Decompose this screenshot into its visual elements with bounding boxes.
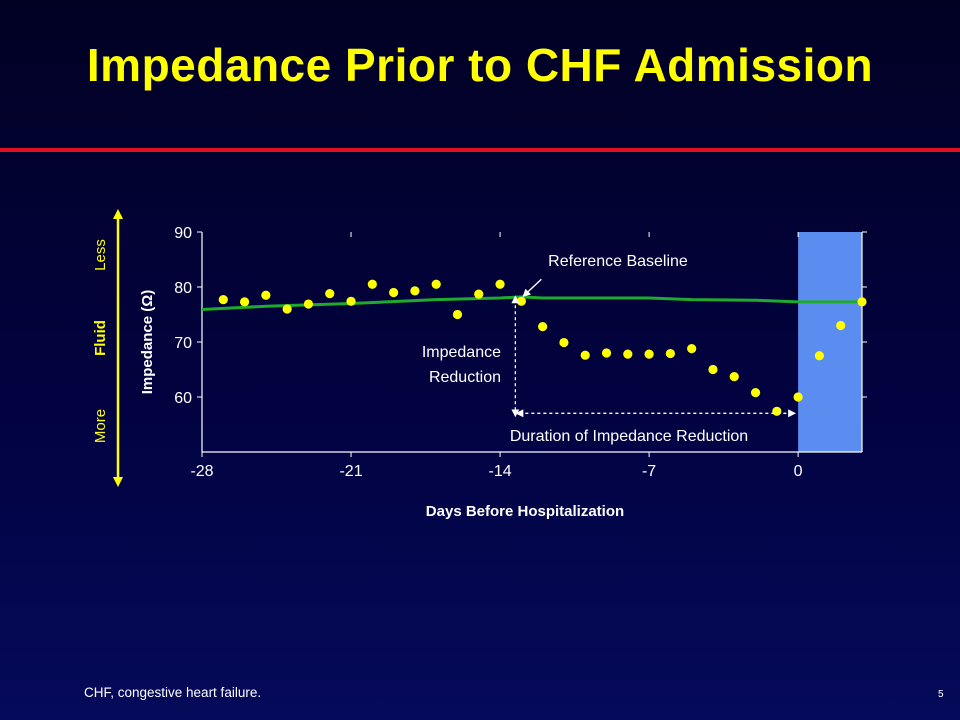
reference-baseline-label: Reference Baseline xyxy=(548,253,688,270)
y-tick-label: 90 xyxy=(174,225,192,242)
fluid-label: Fluid xyxy=(92,320,109,356)
impedance-point xyxy=(623,349,633,359)
impedance-point xyxy=(814,351,825,361)
title-divider xyxy=(0,148,960,152)
fluid-less-label: Less xyxy=(92,239,109,271)
x-tick-label: -7 xyxy=(642,463,656,480)
impedance-point xyxy=(303,299,314,309)
impedance-chart: Less Fluid More Impedance (Ω) -28 -21 -14 -… xyxy=(92,209,867,520)
x-axis-label: Days Before Hospitalization xyxy=(426,503,624,520)
impedance-point xyxy=(282,304,292,314)
impedance-point xyxy=(601,348,612,358)
impedance-point xyxy=(218,295,228,305)
page-number: 5 xyxy=(938,689,944,700)
impedance-point xyxy=(410,286,420,296)
x-tick-label: -28 xyxy=(190,463,213,480)
hospitalization-band xyxy=(798,232,862,452)
impedance-reduction-label-line2: Reduction xyxy=(429,369,501,386)
y-axis-label: Impedance (Ω) xyxy=(139,290,156,395)
impedance-point xyxy=(261,290,271,300)
x-tick-label: -14 xyxy=(489,463,512,480)
impedance-point xyxy=(367,279,377,289)
impedance-point xyxy=(750,388,761,398)
impedance-point xyxy=(495,279,505,289)
impedance-point xyxy=(474,289,484,299)
reference-baseline-line xyxy=(201,295,862,312)
impedance-point xyxy=(793,392,803,402)
impedance-point xyxy=(708,364,718,375)
impedance-point xyxy=(325,289,335,299)
impedance-point xyxy=(559,337,569,348)
x-tick-label: -21 xyxy=(339,463,362,480)
y-tick-label: 70 xyxy=(174,335,192,352)
impedance-point xyxy=(644,349,654,359)
impedance-point xyxy=(389,287,399,298)
impedance-point xyxy=(772,406,782,416)
impedance-point xyxy=(665,348,675,359)
impedance-point xyxy=(431,279,441,289)
impedance-point xyxy=(239,297,250,307)
fluid-more-label: More xyxy=(92,409,109,443)
x-tick-label: 0 xyxy=(794,463,803,480)
impedance-point xyxy=(452,309,463,320)
impedance-point xyxy=(538,322,548,332)
impedance-point xyxy=(516,296,526,306)
footnote: CHF, congestive heart failure. xyxy=(84,685,262,700)
impedance-point xyxy=(836,320,846,331)
impedance-point xyxy=(729,372,739,382)
impedance-point xyxy=(346,296,356,306)
reference-baseline-pointer xyxy=(522,278,542,298)
fluid-scale: Less Fluid More xyxy=(92,209,123,487)
impedance-reduction-label-line1: Impedance xyxy=(422,344,501,361)
impedance-point xyxy=(857,297,867,307)
impedance-point xyxy=(580,350,590,360)
y-tick-label: 80 xyxy=(174,280,192,297)
slide-title: Impedance Prior to CHF Admission xyxy=(86,39,874,91)
y-tick-label: 60 xyxy=(174,390,192,407)
duration-label: Duration of Impedance Reduction xyxy=(510,428,748,445)
impedance-point xyxy=(687,344,697,354)
